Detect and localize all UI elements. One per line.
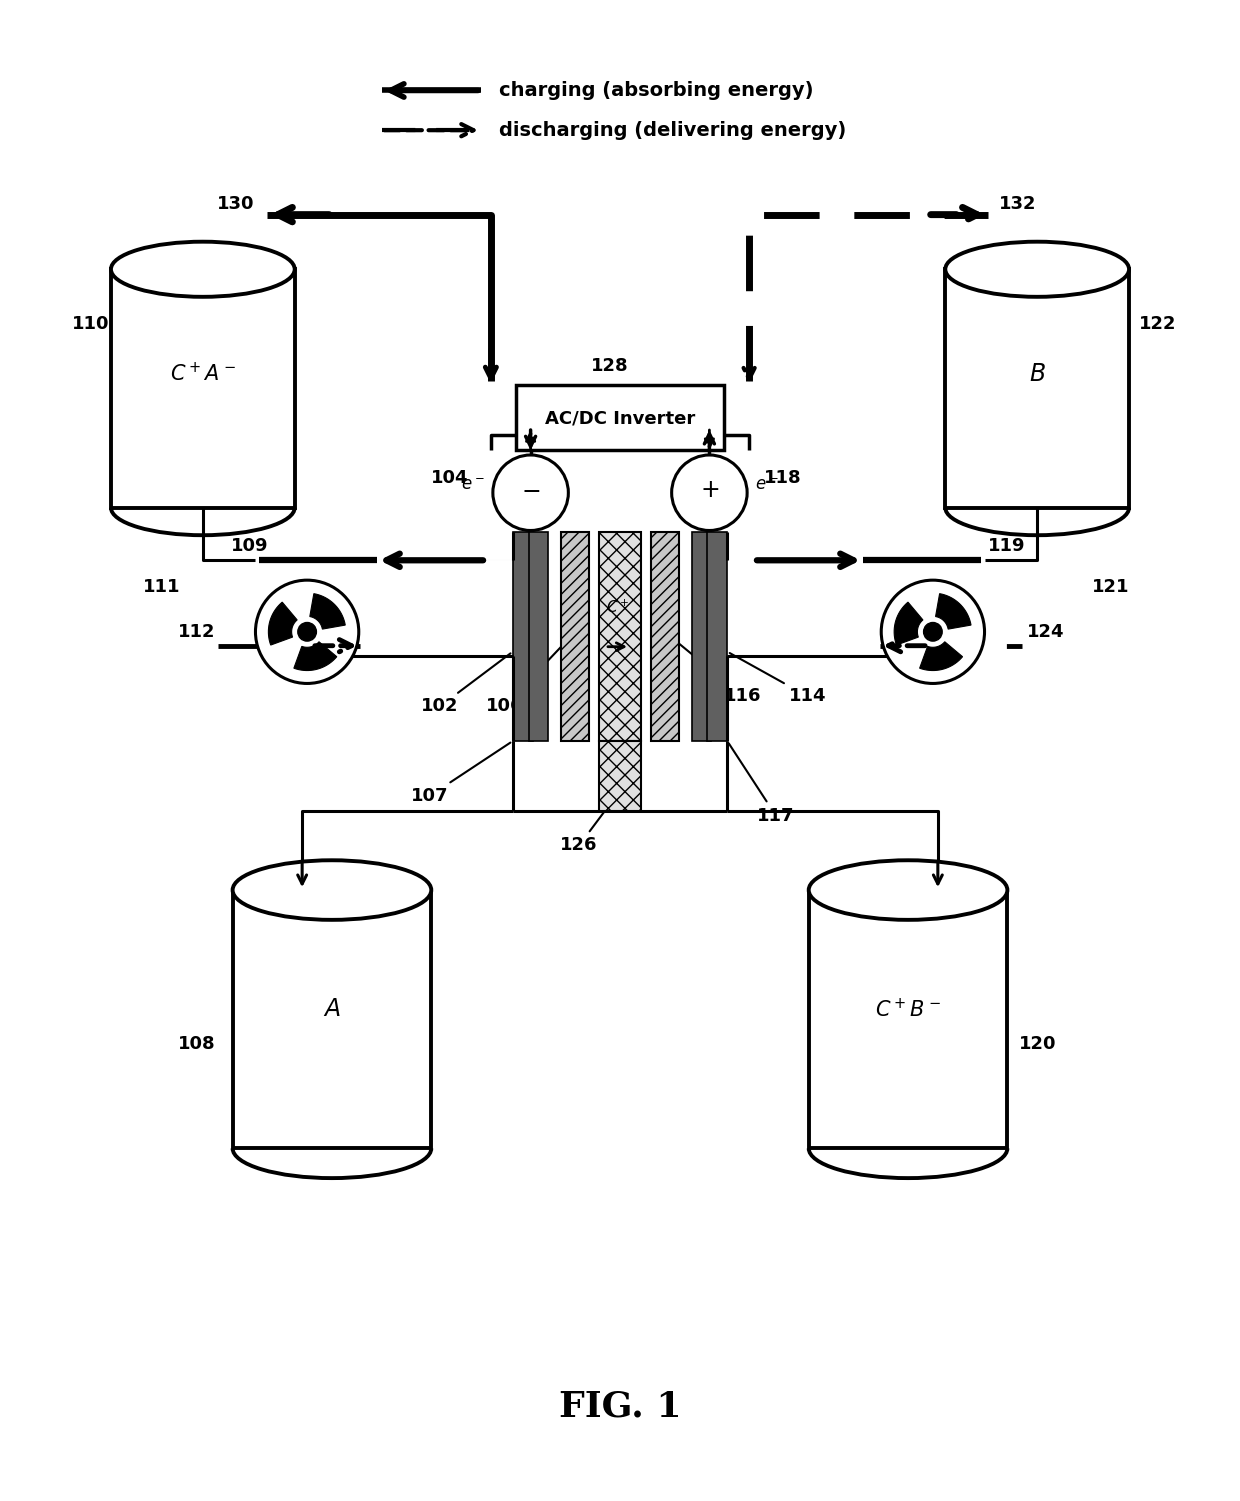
Text: $e^-$: $e^-$ bbox=[461, 476, 485, 494]
Text: 116: 116 bbox=[667, 633, 761, 705]
Text: FIG. 1: FIG. 1 bbox=[559, 1390, 681, 1423]
Circle shape bbox=[492, 455, 568, 530]
Bar bbox=[707, 533, 728, 741]
Text: 106: 106 bbox=[486, 633, 573, 716]
Text: 107: 107 bbox=[412, 743, 511, 805]
Polygon shape bbox=[894, 602, 923, 645]
Text: charging (absorbing energy): charging (absorbing energy) bbox=[498, 81, 813, 101]
Polygon shape bbox=[920, 642, 962, 671]
Text: 109: 109 bbox=[231, 537, 268, 555]
Text: $C^+B^-$: $C^+B^-$ bbox=[875, 998, 941, 1021]
Ellipse shape bbox=[808, 860, 1007, 920]
Text: 119: 119 bbox=[987, 537, 1025, 555]
Text: $-$: $-$ bbox=[521, 477, 541, 501]
Ellipse shape bbox=[945, 242, 1130, 297]
Text: 124: 124 bbox=[1027, 623, 1065, 641]
Text: $B$: $B$ bbox=[1029, 362, 1045, 386]
Text: 110: 110 bbox=[72, 315, 109, 333]
Text: $C^+$: $C^+$ bbox=[606, 599, 630, 615]
Text: AC/DC Inverter: AC/DC Inverter bbox=[544, 410, 696, 428]
Bar bbox=[233, 890, 432, 1148]
Ellipse shape bbox=[233, 860, 432, 920]
Text: 114: 114 bbox=[729, 653, 826, 705]
Text: 111: 111 bbox=[144, 578, 181, 596]
Text: 126: 126 bbox=[560, 793, 619, 854]
Bar bbox=[110, 269, 295, 507]
Bar bbox=[599, 741, 641, 811]
Text: $+$: $+$ bbox=[699, 477, 719, 501]
Text: 112: 112 bbox=[179, 623, 216, 641]
Text: 104: 104 bbox=[432, 468, 469, 486]
Text: $C^+A^-$: $C^+A^-$ bbox=[170, 362, 236, 386]
Bar bbox=[808, 890, 1007, 1148]
Polygon shape bbox=[294, 642, 337, 671]
Text: 117: 117 bbox=[729, 743, 795, 824]
Bar bbox=[651, 533, 678, 741]
Text: 132: 132 bbox=[999, 195, 1037, 213]
Text: discharging (delivering energy): discharging (delivering energy) bbox=[498, 120, 846, 140]
Text: 122: 122 bbox=[1138, 315, 1176, 333]
Text: 128: 128 bbox=[591, 357, 629, 375]
Bar bbox=[692, 533, 712, 741]
Bar bbox=[512, 533, 533, 741]
Bar bbox=[562, 533, 589, 741]
Ellipse shape bbox=[110, 242, 295, 297]
Text: 120: 120 bbox=[1019, 1036, 1056, 1054]
Circle shape bbox=[255, 581, 358, 683]
Polygon shape bbox=[310, 594, 345, 629]
Circle shape bbox=[672, 455, 748, 530]
Bar bbox=[516, 386, 724, 450]
Circle shape bbox=[298, 623, 316, 641]
Text: 108: 108 bbox=[179, 1036, 216, 1054]
Bar bbox=[599, 533, 641, 741]
Text: $A$: $A$ bbox=[324, 997, 341, 1021]
Polygon shape bbox=[935, 594, 971, 629]
Text: 121: 121 bbox=[1091, 578, 1130, 596]
Bar bbox=[945, 269, 1130, 507]
Bar bbox=[528, 533, 548, 741]
Polygon shape bbox=[268, 602, 298, 645]
Circle shape bbox=[882, 581, 985, 683]
Text: 118: 118 bbox=[764, 468, 801, 486]
Text: $e^-$: $e^-$ bbox=[755, 476, 779, 494]
Circle shape bbox=[924, 623, 942, 641]
Text: 102: 102 bbox=[422, 653, 511, 716]
Text: 130: 130 bbox=[217, 195, 254, 213]
